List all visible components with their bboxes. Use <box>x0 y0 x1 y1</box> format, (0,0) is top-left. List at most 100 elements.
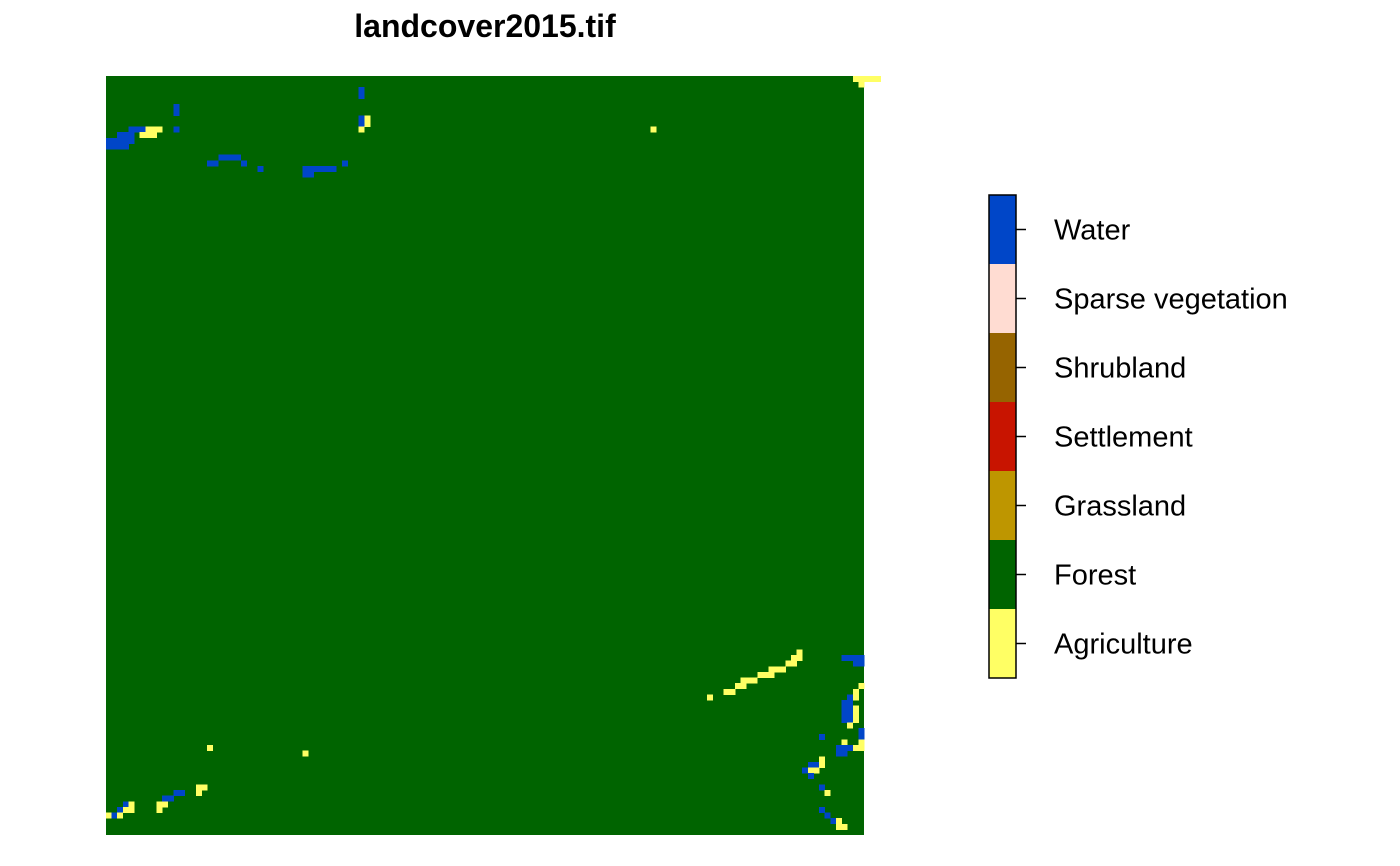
raster-cells-agriculture <box>847 722 854 729</box>
raster-cells-water <box>117 132 135 139</box>
raster-cells-water <box>128 126 146 133</box>
raster-cells-water <box>358 120 365 127</box>
raster-cells-water <box>807 761 820 768</box>
raster-cells-agriculture <box>706 694 713 701</box>
raster-cells-agriculture <box>145 126 163 133</box>
legend-label-forest: Forest <box>1054 560 1136 592</box>
raster-cells-agriculture <box>117 812 124 819</box>
legend-swatch-grassland <box>989 471 1016 541</box>
raster-cells-agriculture <box>358 126 365 133</box>
legend-label-shrubland: Shrubland <box>1054 353 1186 385</box>
legend: Water Sparse vegetation Shrubland Settlemen… <box>988 194 1288 679</box>
legend-swatch-shrubland <box>989 333 1016 403</box>
raster-cells-water <box>819 784 826 791</box>
raster-cells-agriculture <box>852 711 859 718</box>
legend-swatch-water <box>989 195 1016 265</box>
raster-cells-water <box>173 126 180 133</box>
raster-cells-water <box>257 165 264 172</box>
raster-cells-water <box>302 165 337 172</box>
raster-cells-water <box>819 806 826 813</box>
raster-cells-water <box>302 171 315 178</box>
raster-cells-agriculture <box>785 660 798 667</box>
raster-cells-agriculture <box>723 688 736 695</box>
raster-cells-agriculture <box>852 76 882 83</box>
raster-cells-water <box>830 818 837 825</box>
landcover-raster <box>106 76 882 835</box>
raster-cells-agriculture <box>122 806 135 813</box>
raster-cells-water <box>841 711 854 718</box>
raster-cells-water <box>824 812 831 819</box>
raster-cells-water <box>835 750 848 757</box>
raster-cells-agriculture <box>852 694 859 701</box>
raster-cells-agriculture <box>650 126 657 133</box>
raster-cells-water <box>111 812 118 819</box>
raster-cells-agriculture <box>841 739 848 746</box>
raster-cells-water <box>847 694 854 701</box>
raster-cells-agriculture <box>364 115 371 122</box>
legend-label-water: Water <box>1054 215 1131 247</box>
raster-cells-agriculture <box>195 784 208 791</box>
legend-label-grassland: Grassland <box>1054 491 1186 523</box>
raster-cells-agriculture <box>796 649 803 656</box>
legend-colorbar-border <box>988 194 1017 679</box>
raster-cells-water <box>835 745 854 752</box>
raster-cells-water <box>358 115 365 122</box>
raster-cells-agriculture <box>835 823 848 830</box>
legend-swatch-sparse-vegetation <box>989 264 1016 334</box>
raster-cells-water <box>841 655 865 662</box>
plot-title: landcover2015.tif <box>354 8 616 44</box>
raster-cells-agriculture <box>302 750 309 757</box>
raster-cells-agriculture <box>740 677 758 684</box>
raster-background-forest <box>106 76 864 835</box>
raster-cells-water <box>819 733 826 740</box>
raster-cells-agriculture <box>858 739 865 746</box>
raster-cells-agriculture <box>819 756 826 763</box>
legend-label-agriculture: Agriculture <box>1054 629 1193 661</box>
raster-cells-agriculture <box>139 132 157 139</box>
raster-cells-water <box>802 767 809 774</box>
legend-label-settlement: Settlement <box>1054 422 1193 454</box>
raster-cells-agriculture <box>852 716 859 723</box>
raster-cells-water <box>841 700 854 707</box>
raster-cells-agriculture <box>768 666 786 673</box>
raster-cells-agriculture <box>791 655 803 662</box>
raster-cells-agriculture <box>156 801 169 808</box>
raster-cells-water <box>358 92 365 99</box>
raster-cells-water <box>358 87 365 94</box>
raster-cells-agriculture <box>819 761 826 768</box>
raster-cells-agriculture <box>106 812 113 819</box>
raster-cells-agriculture <box>156 806 163 813</box>
raster-cells-water <box>173 109 180 116</box>
raster-cells-water <box>117 806 124 813</box>
raster-cells-water <box>207 160 219 167</box>
raster-cells-water <box>858 733 865 740</box>
raster-cells-agriculture <box>824 790 831 797</box>
raster-cells-water <box>341 160 348 167</box>
raster-cells-agriculture <box>207 745 214 752</box>
raster-cells-water <box>106 137 135 144</box>
raster-cells-agriculture <box>364 120 371 127</box>
raster-cells-agriculture <box>852 705 859 712</box>
raster-cells-agriculture <box>852 745 865 752</box>
raster-cells-agriculture <box>852 688 859 695</box>
raster-cells-water <box>807 773 814 780</box>
raster-cells-water <box>106 143 129 150</box>
legend-label-sparse-vegetation: Sparse vegetation <box>1054 284 1288 316</box>
raster-cells-water <box>218 154 242 161</box>
raster-cells-agriculture <box>807 767 820 774</box>
raster-cells-agriculture <box>757 671 775 678</box>
raster-cells-agriculture <box>195 790 202 797</box>
raster-cells-water <box>841 705 854 712</box>
legend-swatch-forest <box>989 540 1016 610</box>
raster-cells-agriculture <box>858 81 865 88</box>
legend-swatch-agriculture <box>989 609 1016 679</box>
raster-cells-agriculture <box>128 801 135 808</box>
raster-cells-water <box>852 660 865 667</box>
raster-cells-water <box>122 801 129 808</box>
raster-cells-agriculture <box>835 818 842 825</box>
raster-cells-agriculture <box>734 683 747 690</box>
raster-cells-water <box>858 728 865 735</box>
raster-cells-water <box>841 716 854 723</box>
raster-cells-water <box>240 160 247 167</box>
